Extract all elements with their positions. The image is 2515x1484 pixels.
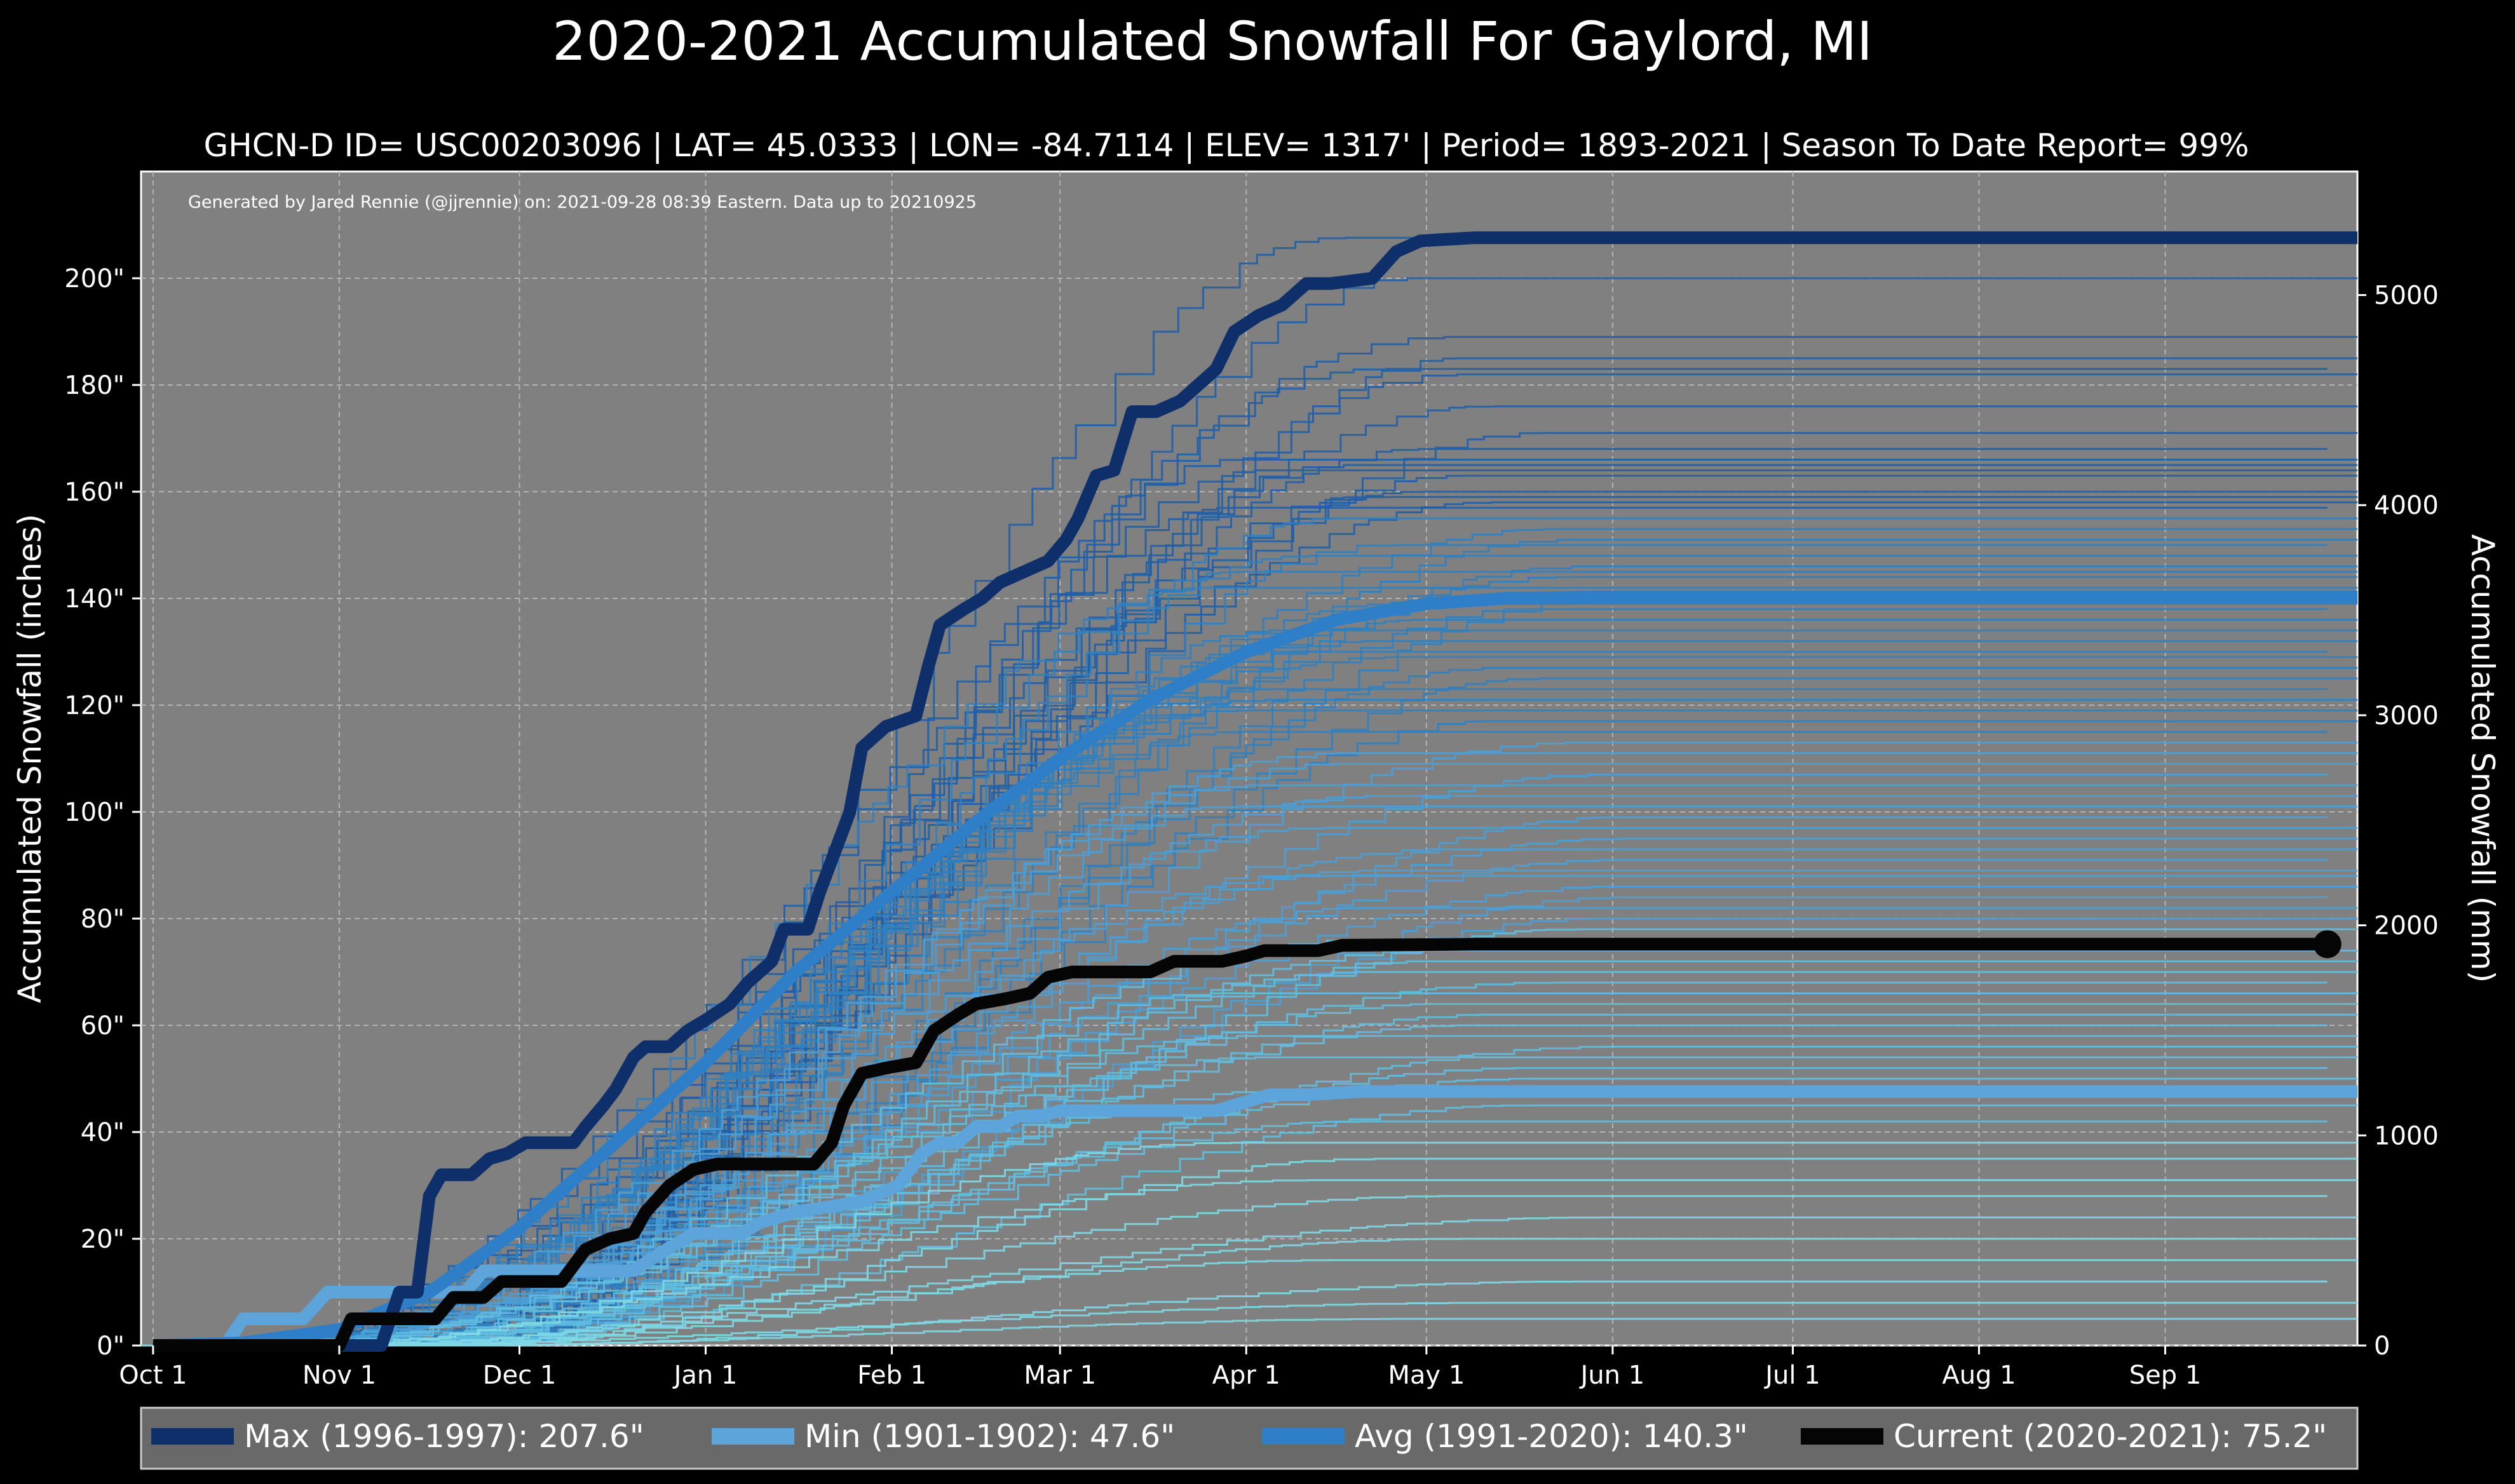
season-line: [141, 859, 2328, 1347]
y-axis-ticks: 0" 20" 40" 60" 80" 100" 120" 140" 160" 180" 200": [64, 264, 141, 1361]
y-tick-label: 120": [64, 691, 125, 720]
series-line-current: [153, 938, 2328, 1352]
y-right-tick-label: 0: [2374, 1332, 2390, 1361]
x-tick-label: Sep 1: [2129, 1361, 2202, 1390]
series-line-max: [153, 231, 2357, 1352]
season-line: [141, 1056, 2357, 1347]
x-tick-label: Feb 1: [857, 1361, 926, 1390]
legend-label: Current (2020-2021): 75.2": [1894, 1418, 2327, 1455]
y-tick-label: 20": [81, 1225, 125, 1254]
x-tick-label: Jan 1: [672, 1361, 738, 1390]
y-tick-label: 160": [64, 478, 125, 507]
season-line: [141, 896, 2328, 1347]
y-right-tick-label: 1000: [2374, 1121, 2439, 1150]
y-axis-right-ticks: 0 1000 2000 3000 4000 5000: [2357, 281, 2439, 1361]
y-right-tick-label: 4000: [2374, 491, 2439, 520]
x-axis-ticks: Oct 1 Nov 1 Dec 1 Jan 1 Feb 1 Mar 1 Apr 1 May 1…: [119, 1346, 2201, 1390]
legend-label: Max (1996-1997): 207.6": [244, 1418, 644, 1455]
y-tick-label: 140": [64, 584, 125, 614]
y-tick-label: 100": [64, 798, 125, 827]
x-tick-label: Apr 1: [1212, 1361, 1280, 1390]
season-line: [141, 1259, 2357, 1347]
y-tick-label: 80": [81, 905, 125, 934]
chart-credit: Generated by Jared Rennie (@jjrennie) on…: [188, 192, 977, 212]
season-line: [141, 731, 2328, 1347]
legend-swatch: [712, 1428, 794, 1445]
season-line: [141, 699, 2357, 1347]
y-tick-label: 60": [81, 1011, 125, 1041]
y-tick-label: 180": [64, 371, 125, 400]
legend-box: [140, 1406, 2359, 1470]
y-right-tick-label: 2000: [2374, 912, 2439, 941]
season-line: [141, 1216, 2357, 1347]
x-tick-label: Mar 1: [1024, 1361, 1096, 1390]
season-line: [141, 1302, 2357, 1347]
chart-subtitle: GHCN-D ID= USC00203096 | LAT= 45.0333 | …: [203, 127, 2249, 164]
x-tick-label: Nov 1: [302, 1361, 376, 1390]
legend: Max (1996-1997): 207.6" Min (1901-1902): …: [140, 1406, 2359, 1470]
legend-swatch: [1801, 1428, 1883, 1445]
season-line: [141, 1024, 2328, 1347]
x-tick-label: Jun 1: [1579, 1361, 1645, 1390]
legend-label: Avg (1991-2020): 140.3": [1355, 1418, 1748, 1455]
y-tick-label: 40": [81, 1118, 125, 1147]
y-right-tick-label: 3000: [2374, 701, 2439, 731]
season-line: [141, 773, 2328, 1347]
season-line: [141, 1046, 2357, 1347]
x-tick-label: Jul 1: [1763, 1361, 1820, 1390]
highlight-series: [153, 231, 2357, 1352]
chart-title: 2020-2021 Accumulated Snowfall For Gaylo…: [552, 10, 1873, 72]
season-line: [141, 1179, 2357, 1347]
x-tick-label: Dec 1: [483, 1361, 557, 1390]
y-tick-label: 200": [64, 264, 125, 293]
season-line: [141, 806, 2357, 1347]
y-axis-right-label: Accumulated Snowfall (mm): [2464, 534, 2501, 983]
y-axis-label: Accumulated Snowfall (inches): [11, 514, 48, 1003]
y-right-tick-label: 5000: [2374, 281, 2439, 310]
legend-swatch: [151, 1428, 234, 1445]
current-end-marker: [2313, 930, 2342, 959]
season-line: [141, 1238, 2357, 1347]
legend-label: Min (1901-1902): 47.6": [804, 1418, 1175, 1455]
legend-swatch: [1262, 1428, 1345, 1445]
x-tick-label: Oct 1: [119, 1361, 187, 1390]
season-line: [141, 1318, 2357, 1347]
x-tick-label: May 1: [1388, 1361, 1465, 1390]
x-tick-label: Aug 1: [1942, 1361, 2016, 1390]
y-tick-label: 0": [97, 1332, 125, 1361]
